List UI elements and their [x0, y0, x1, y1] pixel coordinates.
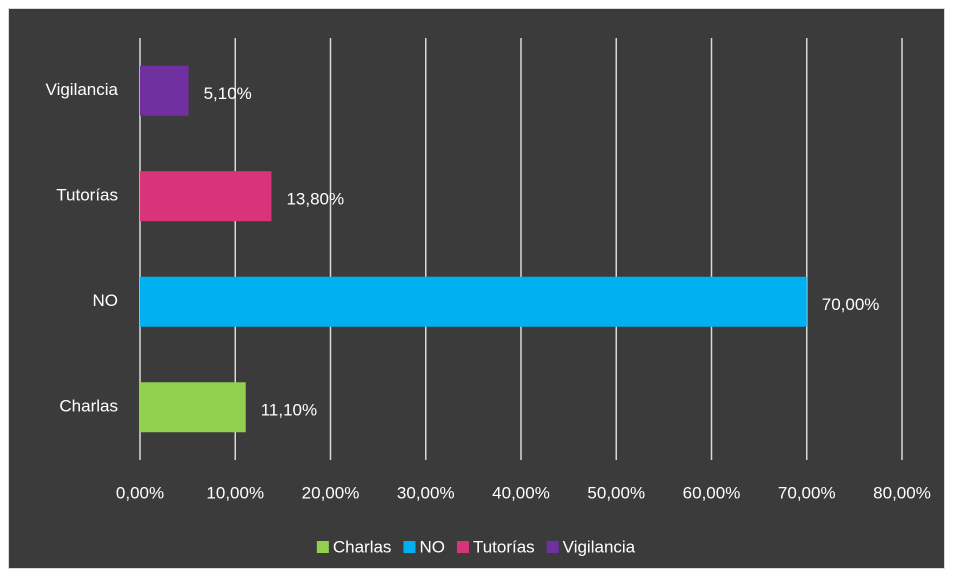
bar: [140, 276, 807, 327]
bar: [140, 171, 272, 222]
x-tick-label: 80,00%: [873, 483, 931, 502]
legend-swatch: [403, 541, 416, 553]
y-tick-label: Vigilancia: [46, 80, 119, 99]
legend-swatch: [456, 541, 469, 553]
y-tick-label: Charlas: [59, 397, 118, 416]
y-tick-label: Tutorías: [56, 186, 118, 205]
legend-swatch: [316, 541, 329, 553]
legend-label: Tutorías: [473, 537, 535, 556]
x-tick-label: 0,00%: [116, 483, 164, 502]
y-tick-label: NO: [93, 291, 119, 310]
data-label: 11,10%: [261, 401, 317, 420]
x-tick-label: 60,00%: [683, 483, 741, 502]
x-tick-label: 20,00%: [302, 483, 360, 502]
data-label: 13,80%: [286, 190, 344, 209]
x-tick-label: 10,00%: [206, 483, 264, 502]
bar: [140, 382, 246, 433]
x-tick-label: 40,00%: [492, 483, 550, 502]
data-label: 70,00%: [822, 295, 880, 314]
legend-label: Vigilancia: [563, 537, 636, 556]
data-label: 5,10%: [204, 84, 252, 103]
x-tick-label: 70,00%: [778, 483, 836, 502]
x-tick-label: 30,00%: [397, 483, 455, 502]
bar: [140, 65, 189, 116]
x-tick-label: 50,00%: [587, 483, 645, 502]
legend-swatch: [546, 541, 559, 553]
legend-label: Charlas: [333, 537, 392, 556]
legend-label: NO: [419, 537, 445, 556]
